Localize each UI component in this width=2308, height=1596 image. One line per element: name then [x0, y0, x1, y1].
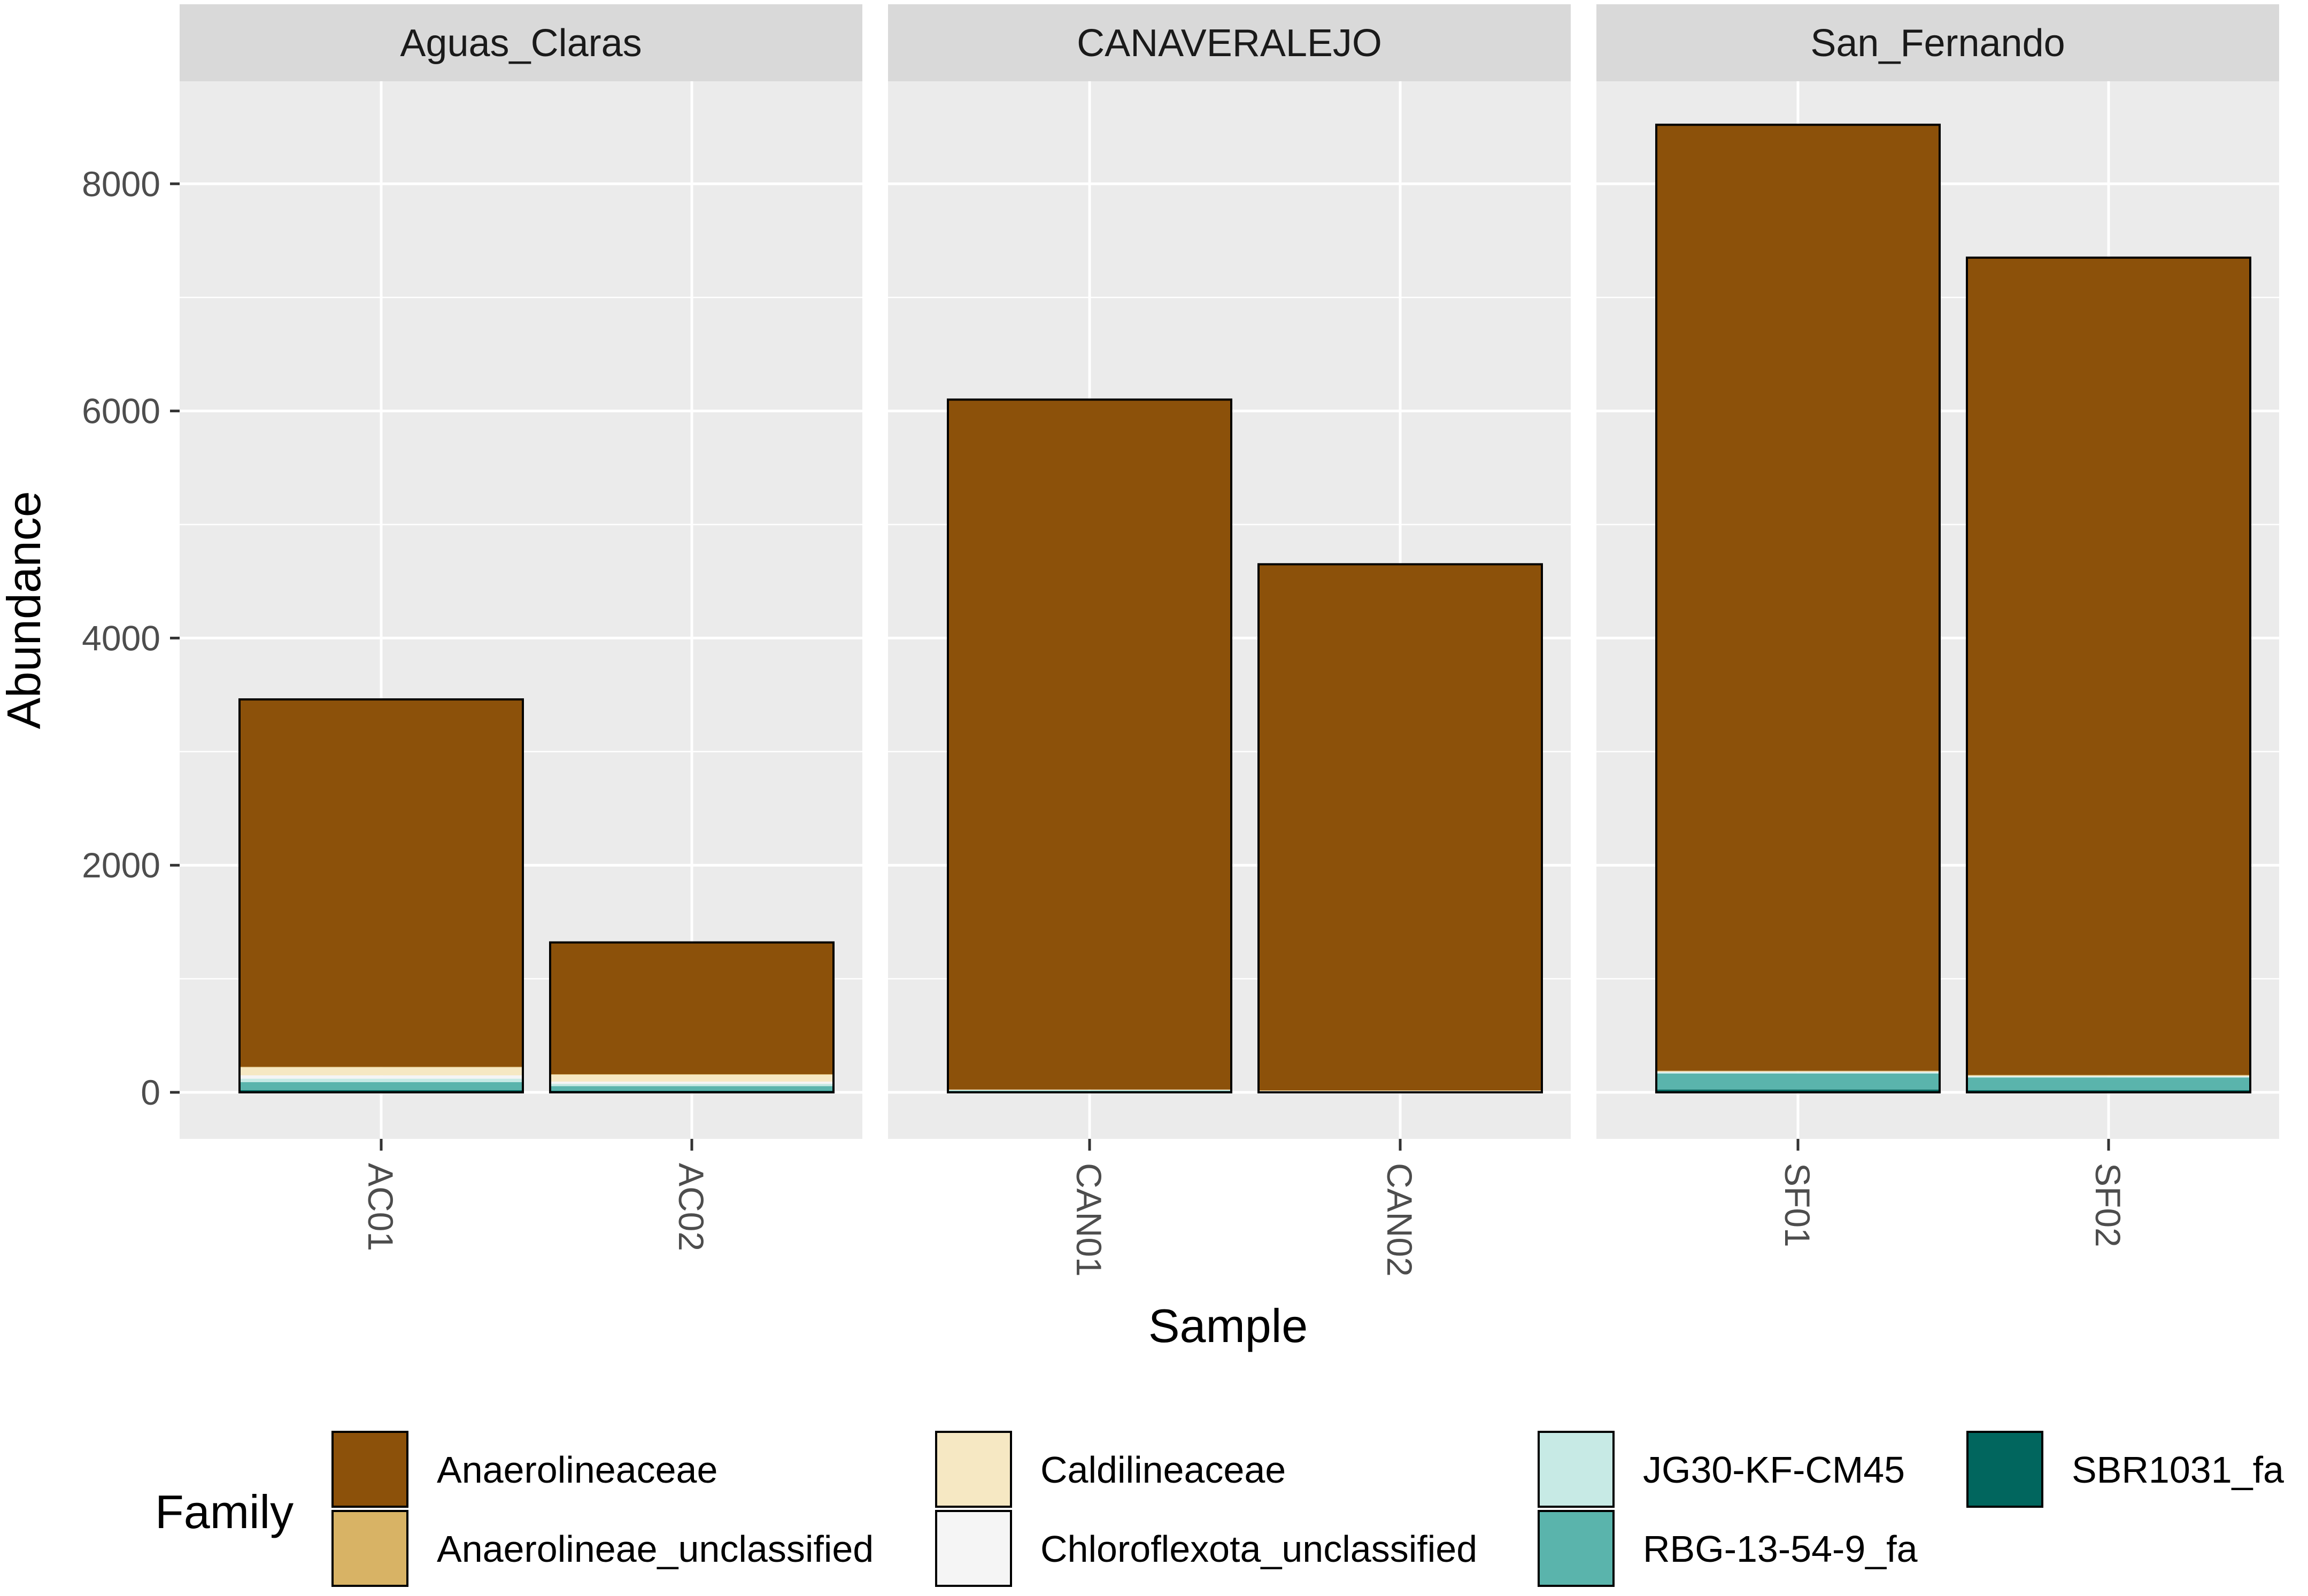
bar-segment-SF01-2: [1656, 1073, 1940, 1074]
bar-segment-SF01-3: [1656, 1072, 1940, 1073]
y-tick-label-3: 6000: [82, 391, 160, 431]
bar-segment-AC02-5: [550, 1074, 833, 1075]
x-tick-label-AC02: AC02: [671, 1163, 711, 1251]
legend-label-3: Chloroflexota_unclassified: [1040, 1528, 1477, 1570]
x-tick-label-CAN02: CAN02: [1380, 1163, 1419, 1277]
bar-segment-SF02-6: [1967, 258, 2250, 1075]
facet-label-1: CANAVERALEJO: [1077, 22, 1382, 65]
x-axis-title: Sample: [1148, 1299, 1308, 1352]
legend-label-5: RBG-13-54-9_fa: [1643, 1528, 1918, 1570]
y-axis-title: Abundance: [0, 491, 50, 729]
bar-segment-SF01-6: [1656, 125, 1940, 1070]
bar-segment-SF02-2: [1967, 1077, 2250, 1078]
legend-key-4: [1539, 1432, 1614, 1507]
bar-segment-CAN01-6: [948, 399, 1231, 1089]
bar-segment-AC01-4: [240, 1067, 523, 1075]
bar-segment-SF02-3: [1967, 1076, 2250, 1077]
legend-key-1: [333, 1511, 407, 1586]
bar-segment-AC01-6: [240, 699, 523, 1067]
facet-label-0: Aguas_Claras: [400, 22, 642, 65]
bar-segment-CAN02-6: [1259, 564, 1542, 1090]
legend-label-0: Anaerolineaceae: [437, 1449, 717, 1491]
x-tick-label-SF02: SF02: [2088, 1163, 2128, 1247]
legend-label-2: Caldilineaceae: [1040, 1449, 1286, 1491]
bar-segment-SF01-1: [1656, 1074, 1940, 1090]
legend-label-6: SBR1031_fa: [2072, 1449, 2284, 1491]
bar-segment-SF02-1: [1967, 1077, 2250, 1090]
bar-segment-AC01-2: [240, 1079, 523, 1082]
legend-key-3: [936, 1511, 1011, 1586]
bar-segment-CAN01-2: [948, 1090, 1231, 1091]
legend-label-4: JG30-KF-CM45: [1643, 1449, 1905, 1491]
y-tick-label-0: 0: [141, 1073, 160, 1112]
bar-segment-SF02-5: [1967, 1075, 2250, 1076]
bar-segment-AC02-1: [550, 1086, 833, 1090]
bar-segment-AC02-3: [550, 1082, 833, 1084]
bar-segment-CAN02-5: [1259, 1090, 1542, 1091]
x-tick-label-AC01: AC01: [361, 1163, 400, 1251]
legend-key-5: [1539, 1511, 1614, 1586]
x-tick-label-SF01: SF01: [1778, 1163, 1817, 1247]
y-tick-label-1: 2000: [82, 845, 160, 885]
bar-segment-AC01-3: [240, 1075, 523, 1078]
facet-label-2: San_Fernando: [1810, 22, 2065, 65]
legend-label-1: Anaerolineae_unclassified: [437, 1528, 874, 1570]
y-tick-label-2: 4000: [82, 618, 160, 658]
legend-key-0: [333, 1432, 407, 1507]
legend-title: Family: [155, 1485, 294, 1538]
y-tick-label-4: 8000: [82, 164, 160, 204]
legend-key-6: [1967, 1432, 2042, 1507]
legend-key-2: [936, 1432, 1011, 1507]
bar-segment-AC02-2: [550, 1084, 833, 1086]
x-tick-label-CAN01: CAN01: [1069, 1163, 1109, 1277]
bar-segment-AC02-6: [550, 943, 833, 1074]
bar-segment-SF01-4: [1656, 1071, 1940, 1072]
bar-segment-AC01-1: [240, 1082, 523, 1090]
bar-segment-AC02-4: [550, 1075, 833, 1082]
